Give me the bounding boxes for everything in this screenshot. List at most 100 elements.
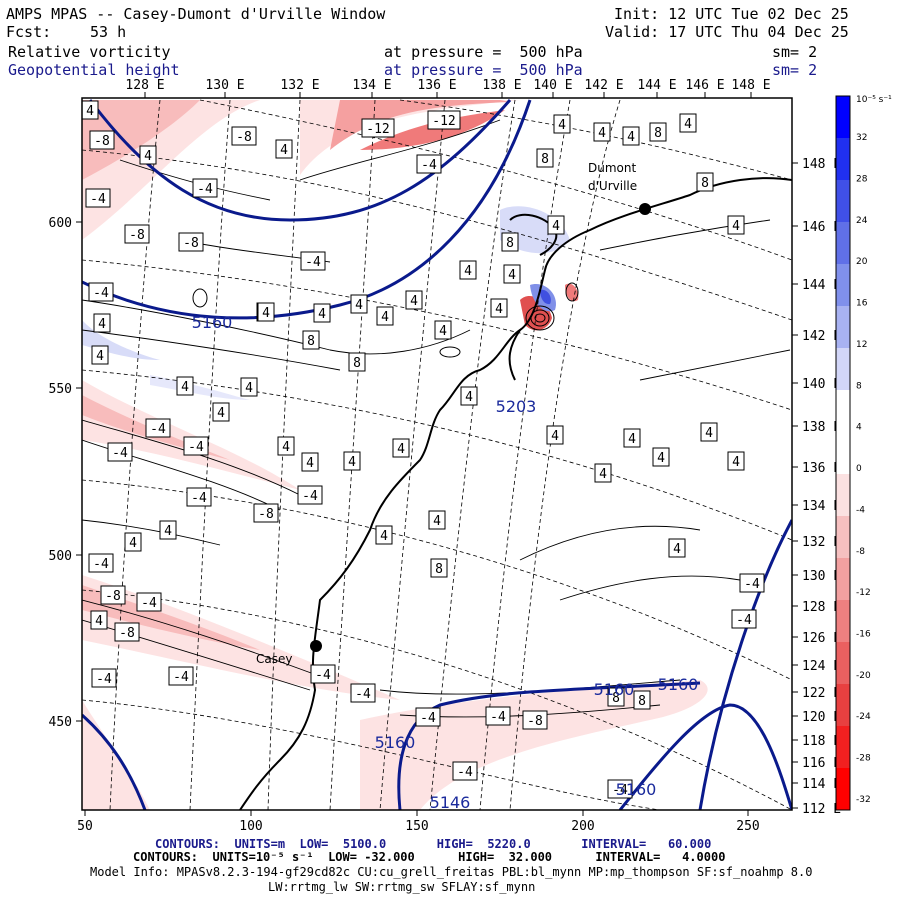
vorticity-label: -4 (452, 761, 478, 781)
height-label: 5160 (594, 680, 635, 699)
vorticity-label: 8 (501, 232, 519, 252)
vorticity-label: 4 (622, 126, 640, 146)
vorticity-label-text: -4 (355, 687, 371, 702)
colorbar-label: -4 (856, 505, 865, 515)
top-axis-label: 146 E (685, 78, 724, 93)
bottom-axis-label: 100 (239, 819, 262, 834)
top-axis-label: 130 E (205, 78, 244, 93)
vorticity-label-text: 4 (433, 514, 441, 529)
vorticity-label-text: -4 (141, 596, 157, 611)
vorticity-label-text: 4 (129, 536, 137, 551)
bottom-axis-label: 250 (736, 819, 759, 834)
vorticity-label: -8 (114, 622, 140, 642)
vorticity-label: -4 (85, 188, 111, 208)
vorticity-label: -4 (731, 609, 757, 629)
vorticity-label-text: 4 (348, 455, 356, 470)
colorbar-label: 28 (856, 174, 868, 184)
colorbar-segment (836, 222, 850, 265)
vorticity-label: 4 (301, 452, 319, 472)
colorbar-segment (836, 96, 850, 139)
colorbar-segment (836, 432, 850, 475)
colorbar-segment (836, 264, 850, 307)
bottom-axis-label: 200 (571, 819, 594, 834)
vorticity-label: 4 (428, 510, 446, 530)
vorticity-label-text: 4 (355, 298, 363, 313)
colorbar-label: 0 (856, 464, 862, 474)
vorticity-label-text: 4 (86, 104, 94, 119)
vorticity-label-text: 8 (435, 562, 443, 577)
vorticity-label-text: 4 (684, 117, 692, 132)
vorticity-label: 4 (392, 438, 410, 458)
vorticity-label-text: 4 (181, 380, 189, 395)
vorticity-label: 4 (490, 298, 508, 318)
vorticity-label: 4 (503, 264, 521, 284)
vorticity-label: -8 (89, 130, 115, 150)
colorbar-segment (836, 726, 850, 769)
vorticity-label-text: -4 (197, 182, 213, 197)
vorticity-label-text: -4 (421, 158, 437, 173)
height-label: 5146 (430, 793, 471, 812)
field1-name: Relative vorticity (8, 43, 171, 61)
right-axis-label: 144 E (802, 278, 841, 293)
vorticity-label: 4 (375, 525, 393, 545)
vorticity-label: -4 (183, 436, 209, 456)
vorticity-label-text: -8 (119, 626, 135, 641)
colorbar-segment (836, 684, 850, 727)
top-axis-label: 128 E (125, 78, 164, 93)
vorticity-label-text: 4 (306, 456, 314, 471)
vorticity-label-text: 4 (245, 381, 253, 396)
colorbar-segment (836, 306, 850, 349)
colorbar-segment (836, 138, 850, 181)
vorticity-label: -4 (88, 553, 114, 573)
right-axis-label: 140 E (802, 377, 841, 392)
vorticity-label: -4 (192, 178, 218, 198)
vorticity-label-text: -4 (736, 613, 752, 628)
vorticity-label: -8 (124, 224, 150, 244)
top-axis-label: 134 E (352, 78, 391, 93)
vorticity-label-text: -4 (173, 670, 189, 685)
height-label: 5160 (375, 733, 416, 752)
vorticity-label: 4 (668, 538, 686, 558)
vorticity-label: -4 (168, 666, 194, 686)
height-labels: 5160 5203 5160 5160 5160 5146 5160 (192, 313, 699, 812)
dumont-label-line1: Dumont (588, 161, 636, 175)
vorticity-label: 4 (652, 447, 670, 467)
vorticity-label-text: -4 (93, 286, 109, 301)
vorticity-label-text: 4 (598, 126, 606, 141)
vorticity-label: -4 (88, 282, 114, 302)
vorticity-label: -4 (415, 707, 441, 727)
vorticity-label: -4 (739, 573, 765, 593)
vorticity-label: 4 (124, 532, 142, 552)
vorticity-label: 4 (257, 302, 275, 322)
colorbar-label: 32 (856, 133, 867, 143)
vorticity-label-text: 4 (96, 349, 104, 364)
vorticity-label: 4 (82, 100, 99, 120)
vorticity-label-text: 4 (164, 524, 172, 539)
vorticity-label-text: -4 (302, 489, 318, 504)
vorticity-label: -4 (350, 683, 376, 703)
colorbar-label: 4 (856, 423, 862, 433)
colorbar-label: -8 (856, 547, 865, 557)
vorticity-contour-info: CONTOURS: UNITS=10⁻⁵ s⁻¹ LOW= -32.000 HI… (133, 850, 726, 864)
bottom-axis-label: 150 (405, 819, 428, 834)
vorticity-label-text: 4 (380, 529, 388, 544)
vorticity-label: 4 (313, 303, 331, 323)
vorticity-label: -8 (178, 232, 204, 252)
vorticity-label-text: 4 (98, 317, 106, 332)
right-axis-label: 114 E (802, 777, 841, 792)
colorbar-label: 20 (856, 257, 868, 267)
vorticity-label-text: -12 (432, 114, 455, 129)
vorticity-label-text: -4 (96, 672, 112, 687)
right-axis-label: 124 E (802, 659, 841, 674)
vorticity-label-text: -4 (744, 577, 760, 592)
vorticity-label: -8 (253, 503, 279, 523)
colorbar-label: 12 (856, 340, 867, 350)
init-time: Init: 12 UTC Tue 02 Dec 25 (614, 5, 849, 23)
vorticity-label: 4 (434, 320, 452, 340)
forecast-hour: 53 h (90, 23, 127, 41)
vorticity-label: 8 (649, 122, 667, 142)
height-contour-info: CONTOURS: UNITS=m LOW= 5100.0 HIGH= 5220… (155, 837, 712, 851)
vorticity-label-text: 4 (381, 310, 389, 325)
plot-title: AMPS MPAS -- Casey-Dumont d'Urville Wind… (6, 5, 386, 23)
colorbar-segment (836, 642, 850, 685)
